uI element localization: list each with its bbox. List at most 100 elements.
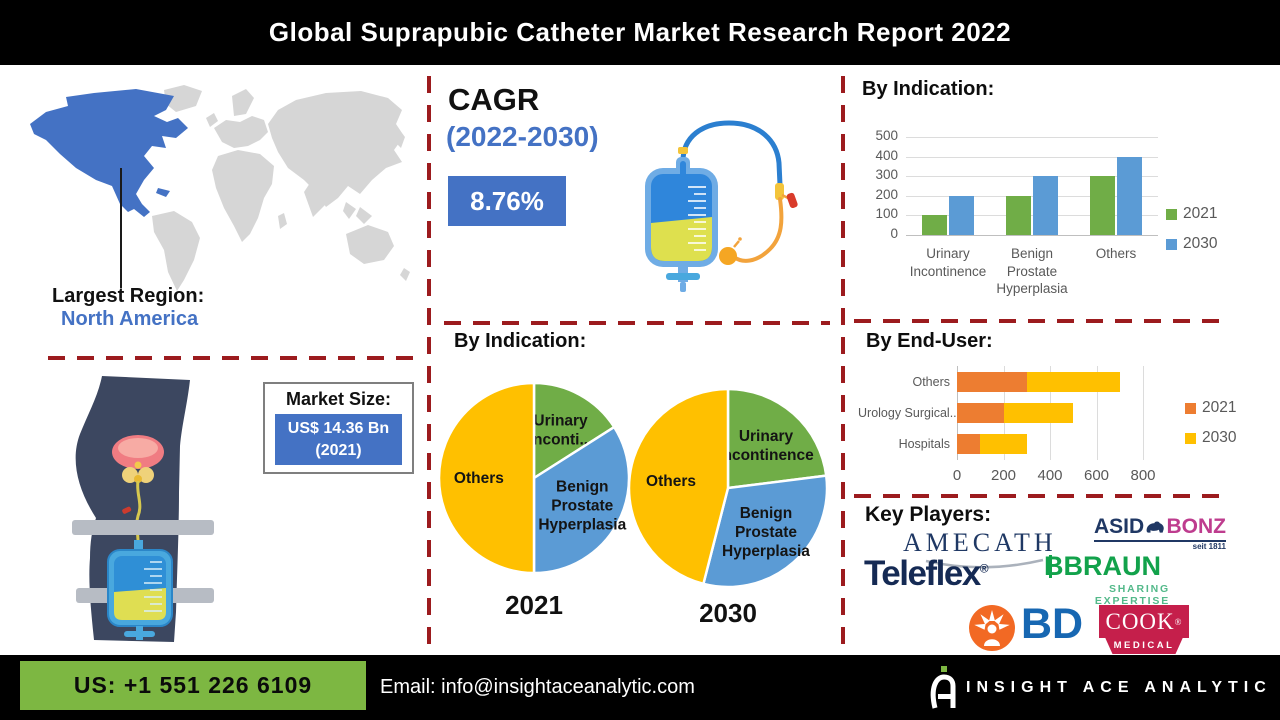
pie-slice-2021-benign-prostate-hyperplasia bbox=[532, 425, 631, 575]
pie-slice-label: Others bbox=[454, 470, 504, 487]
market-size-value: US$ 14.36 Bn (2021) bbox=[275, 414, 402, 466]
teleflex-registered-mark: ® bbox=[979, 561, 989, 576]
bar-2021-2 bbox=[1090, 176, 1115, 235]
y-axis-tick: 400 bbox=[875, 147, 898, 163]
continent-africa bbox=[212, 150, 274, 242]
pies-section-title: By Indication: bbox=[454, 330, 587, 352]
continent-australia bbox=[346, 225, 394, 264]
bar-2021-1 bbox=[1006, 195, 1031, 235]
island-cuba bbox=[156, 188, 170, 197]
island-uk bbox=[206, 113, 218, 127]
category-label-0: Urinary Incontinence bbox=[909, 246, 987, 279]
segment-2030-2 bbox=[980, 434, 1027, 454]
market-size-amount: US$ 14.36 Bn bbox=[287, 420, 390, 437]
market-size-card: Market Size: US$ 14.36 Bn (2021) bbox=[263, 382, 414, 474]
grid-line bbox=[906, 137, 1158, 138]
footer-phone: US: +1 551 226 6109 bbox=[20, 661, 366, 710]
bag-scale bbox=[688, 186, 706, 251]
cagr-value-badge: 8.76% bbox=[448, 176, 566, 226]
legend-swatch-2030 bbox=[1166, 239, 1177, 250]
leg-bag-scale bbox=[144, 561, 162, 612]
cagr-period: (2022-2030) bbox=[446, 121, 599, 152]
tube-connector-yellow-top bbox=[678, 147, 688, 154]
largest-region-value: North America bbox=[61, 308, 199, 330]
market-size-year: (2021) bbox=[315, 441, 362, 459]
bag-liquid bbox=[651, 217, 712, 261]
island-new-zealand bbox=[400, 268, 410, 281]
y-axis-tick: 200 bbox=[875, 186, 898, 202]
x-axis-tick: 0 bbox=[952, 467, 962, 484]
segment-2030-0 bbox=[1026, 372, 1120, 392]
island-madagascar bbox=[278, 213, 287, 229]
divider-right-1 bbox=[854, 319, 1226, 323]
grid-line-v bbox=[1143, 366, 1144, 460]
pie-slice-label: Benign Prostate Hyperplasia bbox=[722, 505, 810, 560]
cagr-label: CAGR bbox=[448, 82, 540, 117]
pie-slice-2030-benign-prostate-hyperplasia bbox=[702, 474, 829, 589]
legend-swatch-2030 bbox=[1185, 433, 1196, 444]
pie-slice-2021-others bbox=[437, 381, 536, 575]
balloon-tip-dot bbox=[738, 237, 742, 241]
pie-slice-2030-urinary-incontinence bbox=[726, 387, 828, 490]
title-bar: Global Suprapubic Catheter Market Resear… bbox=[0, 0, 1280, 65]
category-label-1: Benign Prostate Hyperplasia bbox=[996, 246, 1068, 297]
end-user-title: By End-User: bbox=[866, 330, 993, 352]
bbraun-divider bbox=[1049, 555, 1052, 578]
bbraun-tagline: SHARING EXPERTISE bbox=[1094, 583, 1170, 607]
logo-amecath: AMECATH bbox=[903, 528, 1053, 577]
leg-bag-liquid bbox=[114, 588, 166, 620]
bd-wordmark: BD bbox=[1021, 600, 1084, 648]
bladder-outlet bbox=[134, 461, 142, 469]
divider-vertical-2 bbox=[841, 76, 845, 650]
tube-clamp bbox=[122, 506, 132, 514]
grid-line bbox=[906, 235, 1158, 236]
footer-email: Email: info@insightaceanalytic.com bbox=[380, 676, 695, 698]
pie-slice-label: Benign Prostate Hyperplasia bbox=[538, 479, 626, 534]
legend-label-2030: 2030 bbox=[1183, 235, 1218, 252]
report-title: Global Suprapubic Catheter Market Resear… bbox=[268, 17, 1012, 47]
island-japan bbox=[394, 128, 405, 148]
pie-chart-2030: Urinary Incontinence Benign Prostate Hyperpl… bbox=[627, 387, 829, 589]
segment-2030-1 bbox=[1003, 403, 1074, 423]
y-axis-tick: 500 bbox=[875, 128, 898, 143]
bar-2030-1 bbox=[1033, 176, 1058, 235]
asid-wordmark: ASID bbox=[1094, 515, 1145, 538]
bar-2030-0 bbox=[949, 195, 974, 235]
drain-tube-orange bbox=[732, 197, 784, 263]
y-axis-tick: 0 bbox=[890, 226, 898, 241]
bar-2021-0 bbox=[922, 215, 947, 235]
row-label-2: Hospitals bbox=[898, 437, 950, 451]
x-axis-tick: 200 bbox=[990, 467, 1017, 484]
cook-medical-sub: MEDICAL bbox=[1105, 638, 1183, 654]
leg-catheter-illustration bbox=[72, 376, 214, 642]
grid-line bbox=[906, 215, 1158, 217]
bear-icon bbox=[1146, 521, 1164, 533]
divider-right-2 bbox=[854, 494, 1226, 498]
logo-teleflex: Teleflex® bbox=[864, 554, 989, 594]
amecath-wordmark: AMECATH bbox=[903, 528, 1057, 557]
y-axis-tick: 100 bbox=[875, 206, 898, 222]
legend-label-2030: 2030 bbox=[1202, 429, 1237, 446]
row-label-0: Others bbox=[912, 375, 950, 389]
catheter-tube bbox=[135, 480, 142, 549]
world-map bbox=[30, 85, 410, 291]
bladder-inner bbox=[118, 438, 158, 458]
cook-wordmark: COOK bbox=[1105, 608, 1175, 634]
x-axis-tick: 400 bbox=[1037, 467, 1063, 484]
grid-line bbox=[906, 176, 1158, 178]
asid-bonz-tagline: seit 1811 bbox=[1192, 542, 1226, 551]
pie-slice-2021-urinary-inconti--- bbox=[532, 381, 616, 480]
logo-bbraun: B BRAUN SHARING EXPERTISE bbox=[1044, 551, 1170, 607]
indication-bar-title: By Indication: bbox=[862, 78, 995, 100]
x-axis-tick: 800 bbox=[1130, 467, 1156, 484]
segment-2021-2 bbox=[957, 434, 981, 454]
pie-year-label-2021: 2021 bbox=[505, 590, 563, 620]
grid-line bbox=[906, 195, 1158, 197]
region-north-america-highlight bbox=[30, 89, 188, 217]
drainage-bag-illustration bbox=[645, 120, 798, 292]
bonz-wordmark: BONZ bbox=[1166, 515, 1227, 538]
leg-bag-outlet-bar bbox=[124, 631, 155, 637]
island-indonesia bbox=[356, 207, 372, 224]
divider-left bbox=[48, 356, 416, 360]
key-players-title: Key Players: bbox=[865, 503, 992, 526]
